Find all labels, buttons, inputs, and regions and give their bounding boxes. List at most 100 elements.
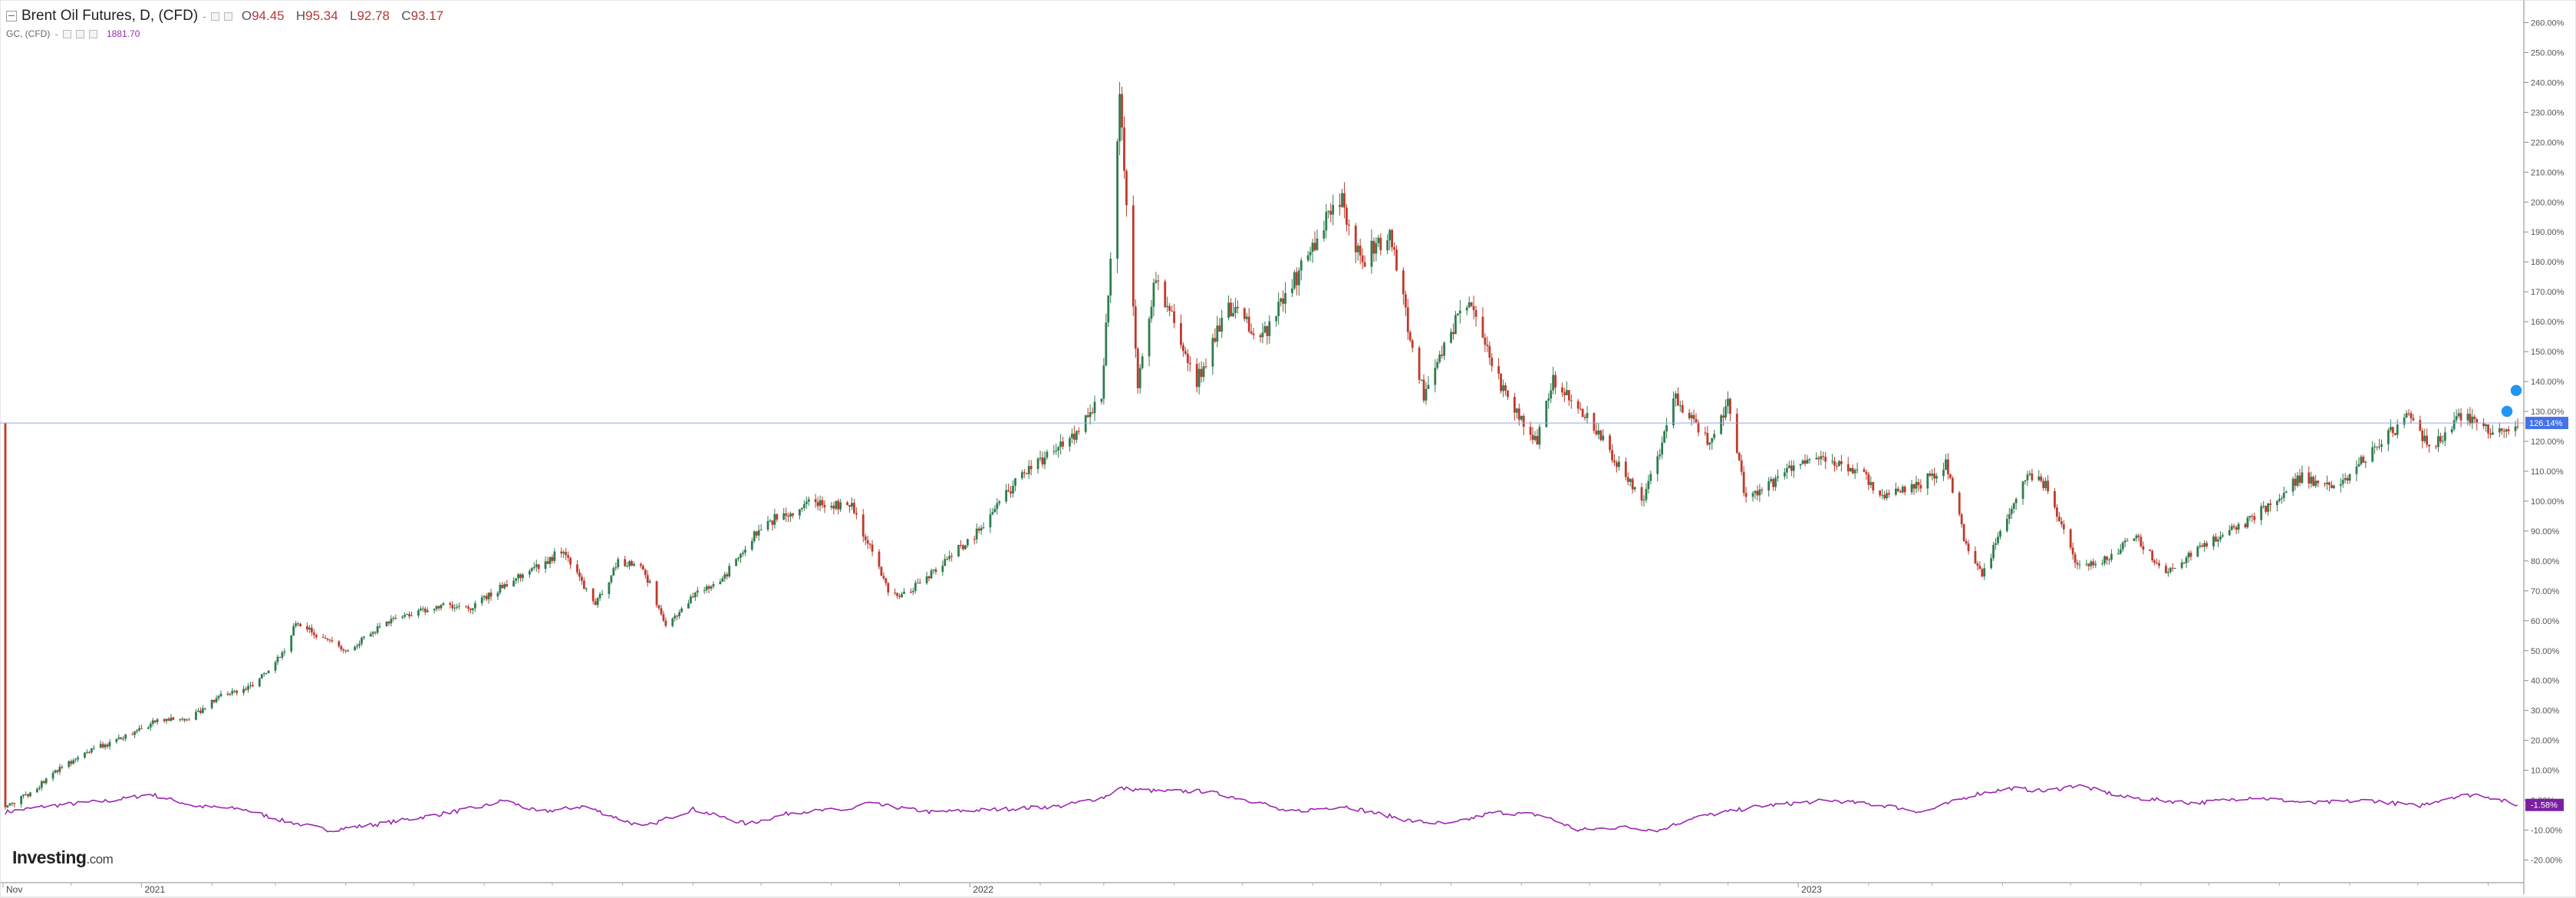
- candle-body: [1933, 473, 1936, 479]
- compare-close-icon[interactable]: [89, 29, 97, 38]
- candle-body: [2076, 563, 2079, 565]
- candle-body: [267, 670, 270, 674]
- candle-body: [1602, 435, 1605, 441]
- candle-body: [1375, 243, 1378, 254]
- candle-body: [626, 566, 628, 567]
- candle-body: [1470, 302, 1473, 306]
- candle-body: [2387, 430, 2390, 444]
- y-tick-label: 180.00%: [2531, 258, 2564, 267]
- candle-body: [962, 545, 964, 550]
- candle-body: [2090, 561, 2093, 566]
- candle-body: [2078, 564, 2081, 566]
- candle-body: [86, 751, 88, 753]
- candle-body: [2040, 476, 2043, 481]
- candle-body: [2284, 491, 2288, 494]
- candle-body: [591, 588, 595, 602]
- candle-body: [29, 792, 31, 797]
- candle-body: [2106, 556, 2108, 560]
- candle-body: [553, 551, 556, 561]
- candle-body: [633, 563, 635, 566]
- investing-logo: Investing.com: [12, 847, 114, 868]
- candle-body: [2005, 519, 2008, 531]
- candle-body: [2298, 475, 2301, 484]
- candle-body: [1408, 332, 1412, 341]
- time-axis-ticks[interactable]: Nov 2021 2022 2023: [2, 883, 2489, 895]
- candle-body: [753, 531, 756, 541]
- candle-body: [1266, 325, 1269, 336]
- candle-body: [690, 596, 692, 604]
- candle-body: [2219, 536, 2222, 540]
- candle-body: [1727, 398, 1729, 407]
- candle-body: [299, 623, 301, 626]
- candle-body: [1391, 229, 1393, 248]
- candle-body: [2405, 413, 2408, 418]
- candle-body: [1107, 295, 1110, 323]
- candle-body: [1706, 433, 1709, 445]
- candle-body: [1084, 415, 1087, 432]
- candle-body: [2126, 540, 2129, 542]
- candle-body: [1057, 447, 1060, 451]
- candle-body: [1500, 373, 1502, 391]
- candle-body: [338, 641, 341, 647]
- candle-body: [2341, 480, 2344, 484]
- collapse-legend-icon[interactable]: [6, 11, 17, 21]
- candle-body: [1232, 312, 1234, 317]
- candle-body: [1497, 366, 1500, 374]
- y-tick-label: 230.00%: [2531, 108, 2564, 117]
- candle-body: [769, 520, 772, 522]
- candle-body: [819, 500, 822, 507]
- candle-body: [1672, 398, 1675, 426]
- candle-body: [903, 592, 905, 594]
- candle-body: [1729, 398, 1731, 414]
- candle-body: [1724, 406, 1727, 418]
- candle-body: [1967, 543, 1970, 552]
- candle-body: [2196, 546, 2199, 557]
- candle-body: [2360, 457, 2363, 464]
- y-tick-label: 20.00%: [2531, 737, 2560, 746]
- candle-body: [1624, 461, 1627, 477]
- candle-body: [1738, 453, 1741, 461]
- compare-hide-icon[interactable]: [76, 29, 84, 38]
- candle-body: [1583, 417, 1586, 418]
- candle-body: [1917, 482, 1920, 486]
- candle-body: [1894, 488, 1897, 495]
- y-tick-label: 140.00%: [2531, 378, 2564, 387]
- settings-square-icon[interactable]: [210, 12, 219, 21]
- candle-body: [2466, 414, 2469, 421]
- candle-body: [1720, 415, 1722, 434]
- candle-body: [292, 626, 295, 636]
- candle-body: [54, 770, 57, 773]
- candle-body: [1102, 365, 1105, 399]
- compare-dash: -: [54, 28, 58, 40]
- compare-settings-icon[interactable]: [63, 29, 71, 38]
- candle-body: [1618, 461, 1620, 467]
- candle-body: [467, 606, 469, 609]
- candle-body: [1341, 193, 1343, 207]
- candle-body: [532, 566, 535, 569]
- candle-body: [1089, 412, 1092, 418]
- candle-body: [1100, 398, 1103, 402]
- candle-body: [1250, 331, 1253, 334]
- candle-body: [707, 586, 710, 589]
- candle-body: [1247, 316, 1250, 332]
- close-square-icon[interactable]: [223, 12, 232, 21]
- candle-body: [1261, 332, 1264, 338]
- close-value: 93.17: [410, 8, 444, 23]
- candle-body: [1027, 466, 1030, 474]
- candle-body: [501, 584, 504, 589]
- price-axis-ticks[interactable]: -20.00%-10.00%0.00%10.00%20.00%30.00%40.…: [2524, 18, 2564, 866]
- candle-body: [1404, 294, 1407, 308]
- candle-body: [911, 590, 914, 593]
- candle-body: [2010, 508, 2013, 514]
- candle-body: [535, 564, 538, 567]
- candle-body: [122, 738, 125, 740]
- main-series-title: Brent Oil Futures, D, (CFD): [21, 8, 199, 24]
- candle-body: [362, 636, 365, 638]
- candle-body: [2014, 498, 2018, 503]
- candle-body: [426, 610, 429, 612]
- candle-body: [210, 699, 213, 708]
- candle-body: [101, 744, 104, 748]
- compare-badge: [2525, 798, 2564, 811]
